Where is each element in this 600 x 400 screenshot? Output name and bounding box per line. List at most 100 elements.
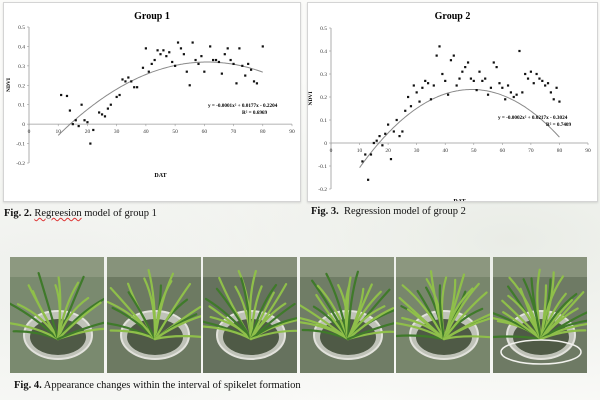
data-point — [441, 72, 444, 76]
data-point — [77, 124, 80, 128]
data-point — [65, 94, 69, 98]
leaf-blade — [10, 302, 60, 341]
y-tick-label: 0.3 — [18, 64, 25, 70]
data-point — [472, 79, 475, 82]
leaf-blade — [539, 275, 564, 341]
leaf-blade — [153, 282, 191, 341]
data-point — [92, 128, 95, 132]
group2-chart: Group 2 -0.2 -0.1 0 0.1 0.2 0.3 0.4 0.5 0 10 20 30 40… — [307, 2, 598, 202]
data-point — [229, 58, 232, 62]
data-point — [232, 62, 235, 66]
data-point — [501, 86, 504, 89]
leaf-blade — [442, 317, 490, 341]
data-point — [191, 41, 194, 44]
y-tick-label: -0.1 — [318, 164, 327, 170]
data-point — [546, 82, 550, 85]
leaf-blade — [249, 316, 297, 341]
plant-photo-svg — [106, 257, 201, 373]
fig2-label: Fig. 2. — [4, 208, 32, 219]
data-point — [475, 89, 478, 92]
leaf-blade — [249, 302, 287, 341]
data-point — [407, 95, 410, 99]
data-point — [435, 54, 438, 57]
data-point — [141, 66, 145, 69]
leaf-blade — [310, 279, 349, 341]
data-point — [89, 142, 92, 145]
r-squared-label: R² = 0.7409 — [546, 122, 572, 128]
data-point — [538, 77, 541, 80]
leaf-blade — [215, 287, 253, 341]
plant-photo — [203, 257, 297, 373]
data-point — [220, 72, 223, 75]
data-point — [372, 141, 375, 145]
fig2-caption: Fig. 2. Regreesion model of group 1 — [4, 208, 157, 219]
fig2-misspelled-word: Regreesion — [34, 208, 82, 219]
data-point — [452, 54, 455, 57]
x-axis-label: DAT — [453, 199, 465, 201]
leaf-blade — [442, 335, 490, 341]
data-point — [484, 77, 487, 80]
x-tick-label: 90 — [289, 129, 295, 135]
leaf-blade — [346, 270, 359, 341]
y-tick-label: 0.2 — [320, 95, 327, 101]
data-point — [261, 45, 264, 48]
x-tick-label: 80 — [557, 148, 563, 154]
leaf-blade — [438, 284, 446, 341]
x-tick-label: 30 — [114, 129, 120, 135]
fig3-label: Fig. 3. — [311, 206, 339, 217]
data-point — [214, 58, 218, 62]
x-tick-label: 10 — [357, 148, 363, 154]
data-point — [555, 86, 558, 89]
data-point — [144, 47, 147, 50]
data-point — [83, 119, 86, 122]
data-point — [238, 47, 241, 50]
data-point — [171, 60, 174, 64]
x-tick-label: 70 — [528, 148, 534, 154]
data-point — [478, 70, 481, 73]
x-axis-label: DAT — [154, 173, 166, 179]
plant-photo — [299, 257, 394, 373]
x-tick-label: 80 — [260, 129, 266, 135]
data-point — [153, 58, 156, 62]
leaf-blade — [153, 315, 201, 341]
leaf-blade — [346, 307, 394, 341]
data-point — [387, 123, 390, 126]
data-point — [524, 72, 527, 76]
x-tick-label: 20 — [385, 148, 391, 154]
group1-chart: Group 1 -0.2 -0.1 0 0.1 0.2 0.3 0.4 0.5 0 10 20 30 40… — [3, 2, 301, 202]
data-point — [106, 107, 109, 110]
data-point — [212, 58, 215, 62]
data-point — [176, 41, 180, 44]
data-point — [159, 53, 162, 56]
data-point — [518, 49, 521, 53]
data-point — [185, 70, 188, 73]
data-point — [194, 58, 197, 62]
data-point — [515, 93, 518, 96]
data-point — [168, 51, 171, 54]
data-point — [446, 93, 450, 96]
x-tick-label: 20 — [85, 129, 91, 135]
leaf-blade — [346, 322, 394, 341]
data-point — [74, 119, 77, 122]
y-tick-label: 0 — [324, 141, 327, 147]
data-point — [200, 55, 203, 58]
data-point — [395, 118, 398, 122]
data-point — [404, 109, 407, 112]
data-point — [421, 86, 424, 89]
data-point — [109, 103, 112, 106]
data-point — [544, 84, 547, 87]
mesh-enclosure — [10, 257, 104, 277]
data-point — [418, 100, 421, 103]
y-tick-label: 0.4 — [18, 44, 25, 50]
data-point — [529, 70, 532, 73]
leaf-blade — [501, 311, 542, 341]
data-point — [223, 53, 226, 56]
regression-equation: y = -0.0002x² + 0.0217x - 0.3024 — [498, 115, 568, 121]
trend-line — [359, 89, 560, 168]
data-point — [409, 105, 413, 108]
data-point — [369, 153, 373, 156]
data-point — [124, 80, 127, 83]
data-point — [378, 135, 381, 138]
leaf-blade — [442, 287, 474, 341]
data-point — [86, 121, 89, 124]
